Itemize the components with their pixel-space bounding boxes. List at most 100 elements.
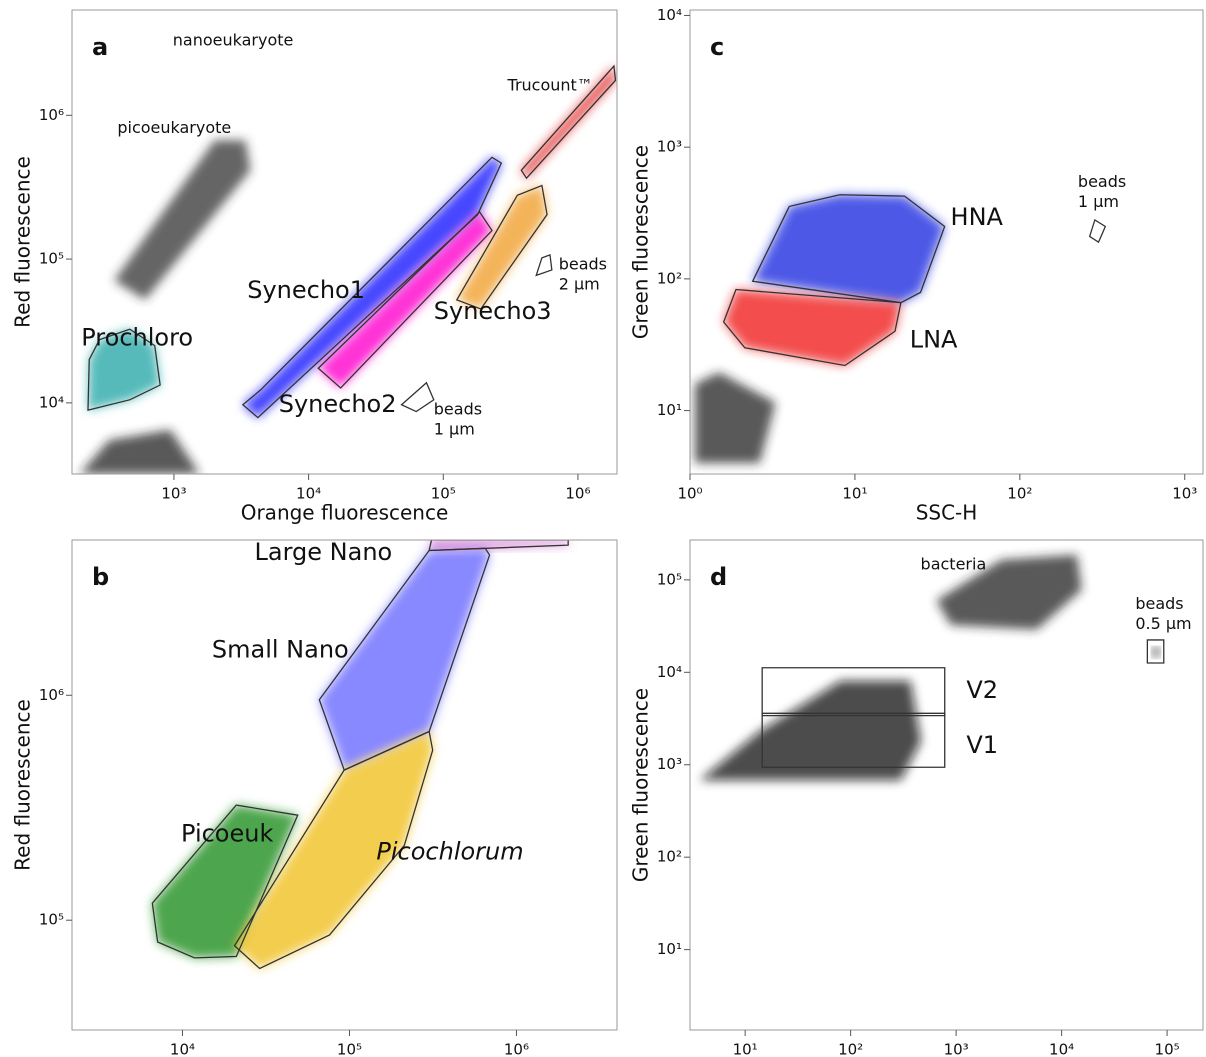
- population-label: Synecho2: [279, 390, 397, 418]
- y-tick-label: 10⁶: [39, 106, 64, 124]
- population: [723, 289, 901, 366]
- population-label: V2: [966, 676, 998, 704]
- x-axis-title: Orange fluorescence: [241, 501, 449, 525]
- note: Trucount™: [507, 75, 593, 94]
- population-label: Synecho1: [247, 276, 365, 304]
- note: beads: [1078, 172, 1126, 191]
- population: [318, 211, 492, 388]
- y-tick-label: 10³: [657, 138, 682, 156]
- y-tick-label: 10⁴: [39, 393, 64, 411]
- y-tick-label: 10⁵: [657, 570, 682, 588]
- gate: [233, 730, 434, 970]
- gate: [535, 253, 553, 277]
- x-tick-label: 10²: [838, 1041, 863, 1057]
- panel-letter: b: [92, 563, 109, 591]
- population-label: V1: [966, 731, 998, 759]
- plot-frame: [71, 539, 618, 1031]
- y-tick-label: 10⁴: [657, 663, 682, 681]
- population: [752, 194, 945, 303]
- cell-cloud: [699, 680, 922, 781]
- gate: [400, 381, 435, 413]
- gate: [317, 210, 493, 389]
- y-tick-label: 10⁵: [39, 250, 64, 268]
- gate: [1146, 639, 1165, 664]
- x-tick-label: 10³: [161, 485, 186, 503]
- cell-cloud: [694, 372, 776, 463]
- population: [242, 157, 502, 418]
- plot-area: [694, 194, 1107, 463]
- y-tick-label: 10⁵: [39, 911, 64, 929]
- plot-area: [151, 540, 569, 970]
- plot-frame: [71, 9, 618, 475]
- population: [521, 66, 616, 179]
- plot-frame: [689, 539, 1204, 1031]
- gate: [1088, 218, 1107, 244]
- y-tick-label: 10⁴: [657, 6, 682, 24]
- note: 1 µm: [434, 420, 475, 439]
- population: [152, 805, 298, 958]
- y-tick-label: 10²: [657, 848, 682, 866]
- x-tick-label: 10⁶: [565, 485, 590, 503]
- panel-letter: d: [710, 563, 727, 591]
- y-tick-label: 10¹: [657, 940, 682, 958]
- note: beads: [434, 400, 482, 419]
- note: beads: [1135, 594, 1183, 613]
- y-axis-title: Green fluorescence: [629, 145, 653, 339]
- x-tick-label: 10⁵: [1155, 1041, 1180, 1057]
- gate: [751, 194, 946, 304]
- x-tick-label: 10⁵: [431, 485, 456, 503]
- note: 0.5 µm: [1135, 614, 1191, 633]
- panel-letter: a: [92, 33, 108, 61]
- gate: [428, 540, 569, 552]
- plot-frame: [689, 9, 1204, 475]
- population: [319, 548, 490, 771]
- population-label: Large Nano: [255, 538, 393, 566]
- gate: [520, 64, 617, 180]
- x-tick-label: 10⁶: [504, 1041, 529, 1057]
- plot-area: [699, 554, 1165, 781]
- population-label: HNA: [951, 203, 1004, 231]
- population-label: Picochlorum: [376, 837, 523, 865]
- note: 2 µm: [559, 274, 600, 293]
- population: [234, 731, 433, 969]
- population-label: Prochloro: [81, 324, 193, 352]
- note: beads: [559, 254, 607, 273]
- note: bacteria: [921, 554, 987, 573]
- x-tick-label: 10³: [1172, 485, 1197, 503]
- gate: [722, 288, 902, 367]
- y-tick-label: 10⁶: [39, 686, 64, 704]
- x-tick-label: 10⁴: [296, 485, 321, 503]
- x-tick-label: 10⁴: [1049, 1041, 1074, 1057]
- cell-cloud: [1152, 647, 1160, 658]
- x-tick-label: 10¹: [842, 485, 867, 503]
- cell-cloud: [114, 140, 251, 300]
- population-label: Picoeuk: [181, 820, 273, 848]
- cell-cloud: [79, 429, 200, 474]
- population: [87, 329, 161, 411]
- gate: [761, 712, 946, 768]
- y-axis-title: Red fluorescence: [11, 156, 35, 328]
- note: 1 µm: [1078, 192, 1119, 211]
- x-tick-label: 10⁴: [170, 1041, 195, 1057]
- gate: [151, 804, 299, 959]
- y-axis-title: Green fluorescence: [629, 688, 653, 882]
- x-axis-title: SSC-H: [916, 501, 978, 525]
- y-tick-label: 10¹: [657, 401, 682, 419]
- x-tick-label: 10⁰: [677, 485, 702, 503]
- gate: [241, 156, 503, 419]
- gate: [455, 184, 548, 310]
- plot-area: [79, 64, 617, 474]
- y-tick-label: 10²: [657, 269, 682, 287]
- panel-letter: c: [710, 33, 724, 61]
- y-axis-title: Red fluorescence: [11, 699, 35, 871]
- x-tick-label: 10³: [944, 1041, 969, 1057]
- population: [429, 540, 569, 551]
- note: nanoeukaryote: [173, 30, 294, 49]
- population-label: LNA: [910, 326, 958, 354]
- population: [456, 185, 548, 309]
- cell-cloud: [936, 554, 1082, 630]
- y-tick-label: 10³: [657, 755, 682, 773]
- x-tick-label: 10⁵: [337, 1041, 362, 1057]
